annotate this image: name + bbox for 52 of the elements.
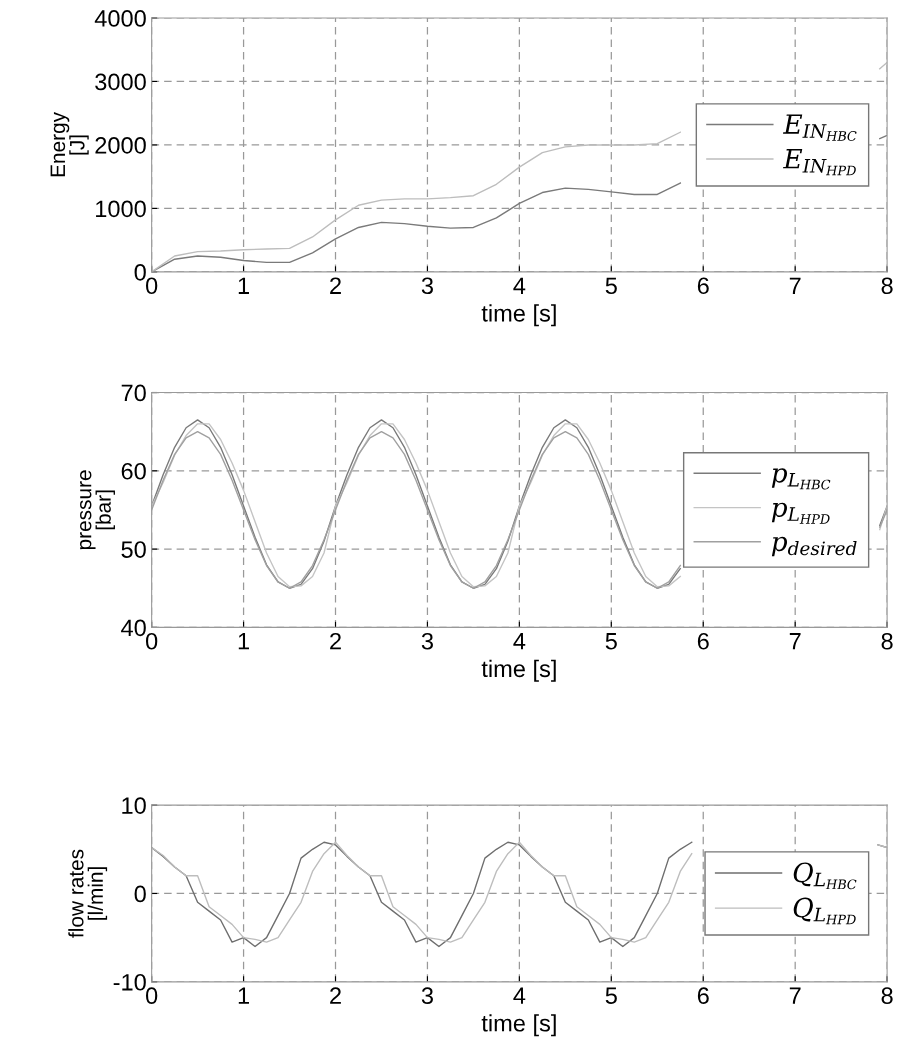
- y-axis-title: Energy [J]: [50, 111, 89, 177]
- x-tick-label: 2: [330, 277, 341, 294]
- y-tick-label: -10: [113, 973, 146, 991]
- x-axis-title: time [s]: [481, 304, 556, 327]
- y-tick-label: 0: [134, 263, 146, 281]
- x-tick-label: 0: [145, 987, 158, 1005]
- x-tick-label: 1: [238, 633, 249, 650]
- x-tick-label: 0: [145, 277, 158, 295]
- x-tick-label: 1: [238, 277, 249, 294]
- x-tick-label: 7: [789, 987, 801, 1004]
- x-tick-label: 0: [145, 632, 158, 650]
- x-tick-label: 5: [605, 633, 617, 650]
- legend-label: E$_{INHBC}$: [783, 114, 857, 141]
- y-tick-label: 0: [134, 885, 146, 903]
- y-tick-label: 60: [121, 462, 146, 480]
- y-tick-label: 40: [121, 619, 146, 637]
- x-tick-label: 5: [605, 277, 617, 295]
- y-tick-label: 50: [121, 541, 146, 558]
- x-tick-label: 8: [881, 277, 893, 295]
- x-tick-label: 3: [421, 277, 433, 295]
- x-tick-label: 3: [421, 987, 433, 1005]
- legend-label: E$_{INHPD}$: [783, 149, 856, 176]
- y-tick-label: 1000: [96, 200, 146, 218]
- x-axis-title: time [s]: [481, 659, 556, 682]
- legend-label: p$_{desired}$: [771, 536, 857, 557]
- y-tick-label: 4000: [94, 10, 146, 27]
- y-tick-label: 70: [121, 384, 146, 402]
- legend-label: Q$_{LHPD}$: [793, 897, 856, 925]
- x-tick-label: 4: [513, 277, 526, 294]
- x-tick-label: 4: [513, 633, 526, 650]
- x-tick-label: 7: [789, 633, 801, 650]
- x-tick-label: 4: [513, 987, 526, 1004]
- y-tick-label: 3000: [95, 73, 146, 91]
- x-tick-label: 5: [605, 987, 617, 1005]
- x-axis-title: time [s]: [481, 1014, 556, 1037]
- x-tick-label: 8: [881, 632, 893, 650]
- x-tick-label: 8: [881, 987, 893, 1005]
- x-tick-label: 1: [238, 987, 249, 1004]
- x-tick-label: 2: [330, 632, 341, 650]
- x-tick-label: 6: [697, 632, 709, 650]
- y-tick-label: 2000: [95, 137, 146, 154]
- x-tick-label: 6: [697, 987, 709, 1005]
- x-tick-label: 7: [789, 277, 801, 294]
- legend-label: p$_{LHBC}$: [771, 468, 831, 490]
- x-tick-label: 3: [421, 632, 433, 650]
- y-axis-title: pressure [bar]: [80, 470, 115, 550]
- y-axis-title: flow rates [l/min]: [68, 849, 108, 938]
- legend-label: Q$_{LHBC}$: [793, 862, 857, 890]
- x-tick-label: 2: [330, 987, 341, 1004]
- x-tick-label: 6: [697, 277, 709, 295]
- y-tick-label: 10: [122, 797, 146, 814]
- legend-label: p$_{LHPD}$: [771, 502, 830, 524]
